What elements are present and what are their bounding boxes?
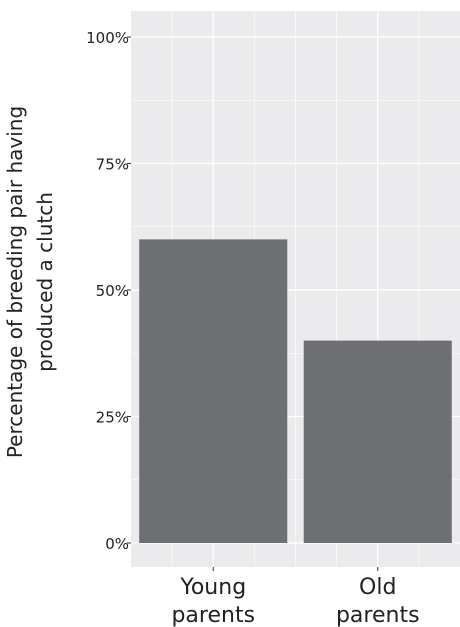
x-category-label: parents xyxy=(336,603,420,627)
bar xyxy=(303,340,452,543)
y-axis-title-line1: Percentage of breeding pair having xyxy=(3,106,27,458)
bar xyxy=(139,239,288,543)
y-axis-ticks: 0% 25% 50% 75% 100% xyxy=(86,29,131,553)
y-tick-label: 50% xyxy=(96,282,129,300)
y-tick-label: 0% xyxy=(105,535,129,553)
x-category-label: Young xyxy=(179,575,246,600)
x-category-label: parents xyxy=(171,603,255,627)
y-axis-title: Percentage of breeding pair having produ… xyxy=(3,106,57,458)
y-tick-label: 25% xyxy=(96,409,129,427)
y-axis-title-line2: produced a clutch xyxy=(33,192,57,372)
y-tick-label: 100% xyxy=(86,29,129,47)
x-axis-categories: Young parents Old parents xyxy=(171,567,420,627)
y-tick-label: 75% xyxy=(96,156,129,174)
x-category-label: Old xyxy=(359,575,396,600)
bars xyxy=(139,239,452,543)
